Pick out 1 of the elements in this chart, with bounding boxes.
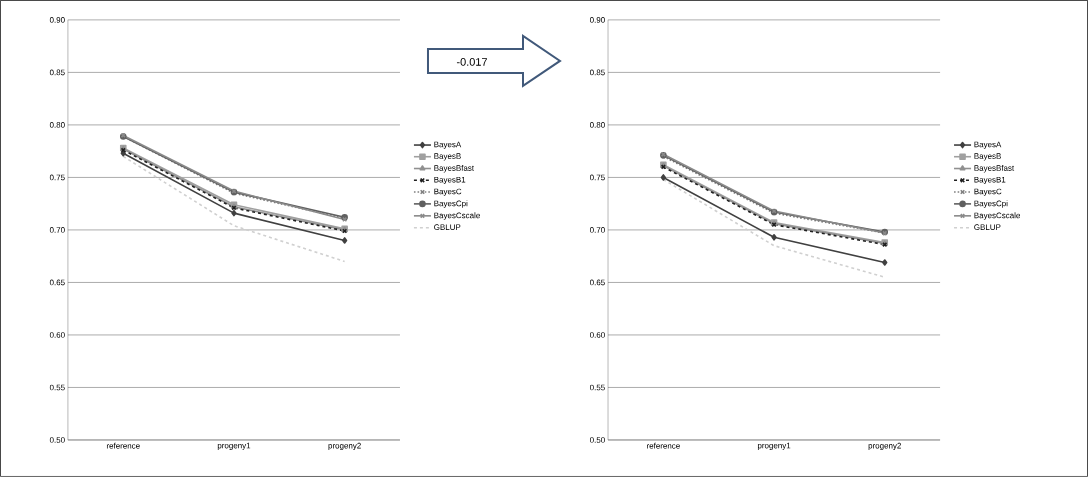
text: -0.017	[456, 58, 487, 66]
